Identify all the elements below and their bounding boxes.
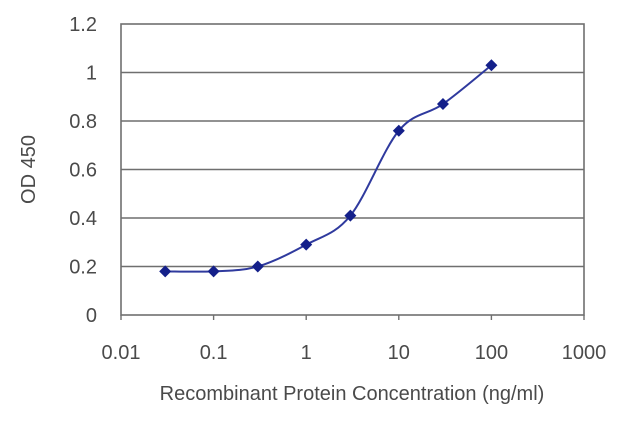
- y-tick-label: 0.6: [69, 160, 97, 182]
- plot-area-frame: [120, 23, 585, 316]
- grid-lines: [121, 71, 584, 268]
- y-tick-label: 0.2: [69, 257, 97, 279]
- y-tick-label: 0.8: [69, 111, 97, 133]
- data-point: [207, 265, 220, 278]
- x-tick-label: 100: [475, 342, 508, 364]
- y-tick-label: 0: [86, 305, 97, 327]
- x-axis-ticks: [120, 315, 585, 320]
- x-tick-label: 1: [301, 342, 312, 364]
- data-points: [159, 59, 498, 278]
- data-point: [392, 124, 405, 137]
- y-axis-tick-labels: 0 0.2 0.4 0.6 0.8 1 1.2: [69, 14, 97, 327]
- data-point: [485, 59, 498, 72]
- series-line: [165, 64, 493, 273]
- data-point: [251, 260, 264, 273]
- y-tick-label: 1: [86, 63, 97, 85]
- data-point: [159, 265, 172, 278]
- y-tick-label: 0.4: [69, 208, 97, 230]
- data-point: [436, 98, 449, 111]
- x-tick-label: 1000: [562, 342, 607, 364]
- data-point: [344, 209, 357, 222]
- y-tick-label: 1.2: [69, 14, 97, 36]
- x-axis-tick-labels: 0.01 0.1 1 10 100 1000: [102, 342, 607, 364]
- data-point: [300, 238, 313, 251]
- x-tick-label: 10: [388, 342, 410, 364]
- x-tick-label: 0.1: [200, 342, 228, 364]
- x-axis-title: Recombinant Protein Concentration (ng/ml…: [160, 383, 545, 405]
- y-axis-title: OD 450: [18, 135, 40, 204]
- x-tick-label: 0.01: [102, 342, 141, 364]
